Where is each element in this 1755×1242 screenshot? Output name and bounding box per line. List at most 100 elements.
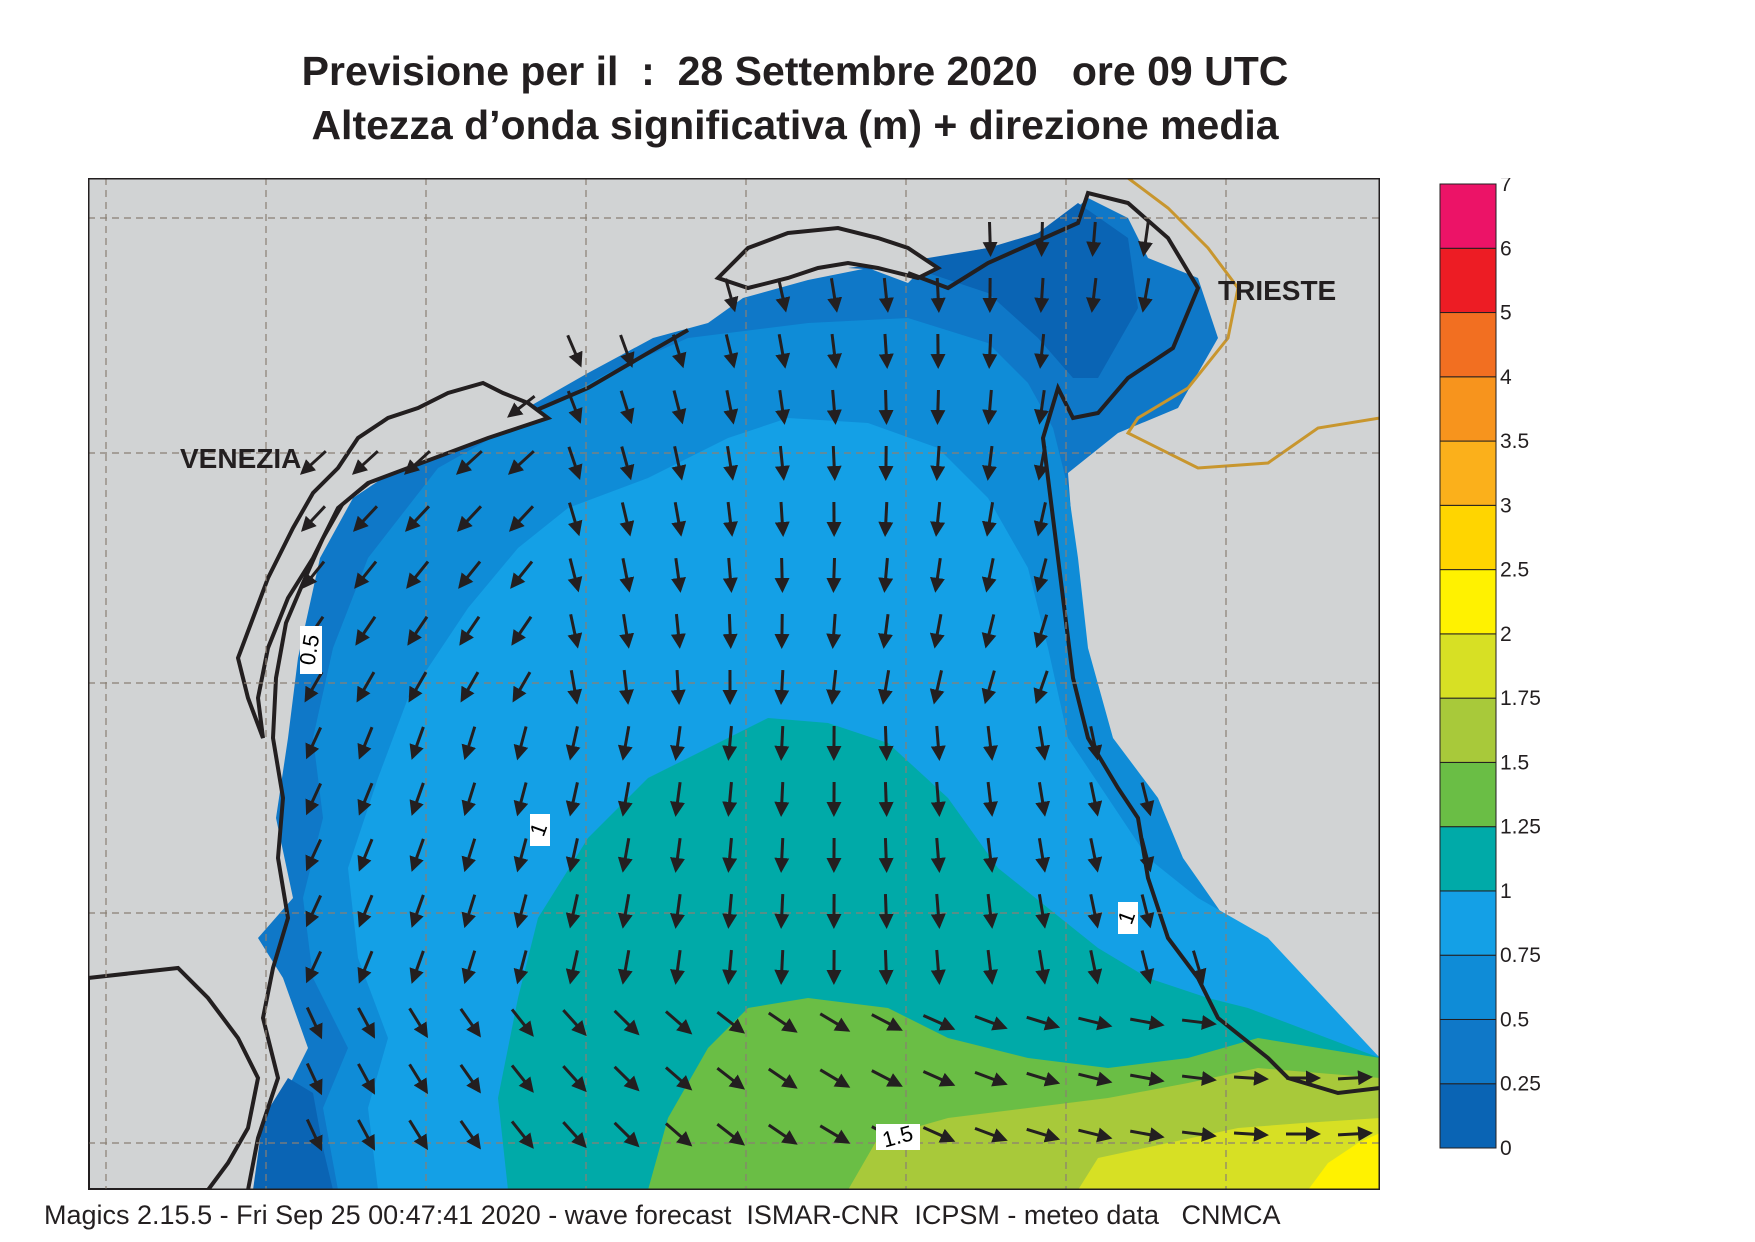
wave-arrow xyxy=(827,277,843,313)
city-label-venezia: VENEZIA xyxy=(180,443,301,474)
wave-arrow xyxy=(408,1063,428,1095)
legend-swatch xyxy=(1439,1083,1497,1149)
wave-arrow xyxy=(722,613,738,649)
wave-arrow xyxy=(403,450,431,475)
contour-label-1-east: 1 xyxy=(1113,902,1140,934)
wave-arrow xyxy=(562,1009,587,1037)
wave-arrow xyxy=(1078,1071,1113,1087)
legend-tick-label: 4 xyxy=(1500,366,1512,389)
wave-arrow xyxy=(974,1070,1008,1087)
wave-arrow xyxy=(357,1119,376,1151)
wave-arrow xyxy=(566,334,583,368)
wave-arrow xyxy=(567,502,583,537)
wave-arrow xyxy=(670,837,685,873)
wave-arrow xyxy=(664,1066,693,1091)
wave-arrow xyxy=(406,560,430,589)
wave-arrow xyxy=(613,1009,640,1036)
wave-arrow xyxy=(619,334,635,368)
wave-arrow xyxy=(930,949,946,985)
wave-arrow xyxy=(774,837,790,873)
wave-arrow xyxy=(1087,894,1103,929)
wave-arrow xyxy=(723,445,739,481)
wave-arrow xyxy=(305,838,323,872)
wave-arrow xyxy=(510,1008,534,1037)
map-frame xyxy=(88,178,1380,1190)
wave-arrow xyxy=(513,782,529,817)
wave-arrow xyxy=(774,445,790,481)
wave-arrow xyxy=(357,950,374,984)
wave-arrow xyxy=(565,726,581,761)
wave-arrow xyxy=(455,450,483,475)
wave-arrow xyxy=(1191,950,1207,985)
wave-arrow xyxy=(565,782,581,817)
wave-arrow xyxy=(871,1013,903,1031)
wave-arrow xyxy=(305,1118,323,1152)
wave-arrow xyxy=(982,389,998,425)
contour-label-1-west: 1 xyxy=(525,814,552,846)
wave-arrow xyxy=(1139,894,1155,929)
wave-arrow xyxy=(1078,1127,1113,1143)
wave-arrow xyxy=(774,893,790,929)
wave-arrow xyxy=(565,838,581,873)
wave-arrow xyxy=(1035,893,1051,929)
wave-arrow xyxy=(513,838,529,873)
wave-arrow xyxy=(981,670,997,705)
wave-arrow xyxy=(775,333,791,369)
wave-arrow xyxy=(871,1069,903,1087)
wave-arrow xyxy=(1035,837,1051,873)
wave-arrow xyxy=(929,613,945,649)
wave-arrow xyxy=(1233,1126,1269,1142)
wave-arrow xyxy=(774,949,790,985)
wave-arrow xyxy=(407,615,429,646)
wave-arrow xyxy=(567,558,583,593)
wave-arrow xyxy=(767,1067,798,1089)
wave-arrow xyxy=(301,505,327,532)
wave-arrow xyxy=(510,1120,534,1149)
wave-arrow xyxy=(461,726,477,761)
wave-arrow xyxy=(878,837,894,873)
wave-arrow xyxy=(1337,1126,1373,1142)
wave-arrow xyxy=(722,725,738,761)
wave-arrow xyxy=(1034,277,1050,313)
wave-arrow xyxy=(1086,277,1101,313)
wave-arrow xyxy=(723,390,739,425)
wave-arrow xyxy=(409,894,425,928)
wave-arrow xyxy=(671,501,687,537)
wave-arrow xyxy=(1087,838,1103,873)
title-line-2: Altezza d’onda significativa (m) + direz… xyxy=(311,102,1279,148)
legend-tick-label: 3 xyxy=(1500,494,1512,517)
wave-arrow xyxy=(930,501,946,537)
wave-arrow xyxy=(507,394,536,418)
legend-tick-label: 6 xyxy=(1500,237,1512,260)
wave-arrow xyxy=(408,1007,428,1039)
contour-label-1.5: 1.5 xyxy=(876,1120,920,1152)
wave-arrow xyxy=(1026,1071,1061,1087)
legend-swatch xyxy=(1439,697,1497,763)
wave-arrow xyxy=(459,1008,481,1038)
wave-arrow xyxy=(930,389,946,425)
wave-arrow xyxy=(405,505,431,532)
wave-arrow xyxy=(567,614,583,649)
wave-arrow xyxy=(826,445,842,481)
wave-arrow xyxy=(302,560,326,589)
wave-arrow xyxy=(305,950,323,984)
wave-arrow xyxy=(1139,782,1155,817)
wave-arrow xyxy=(722,893,738,929)
wave-arrow xyxy=(619,446,635,481)
coastline-po-delta xyxy=(88,965,261,1190)
wave-arrow xyxy=(357,1007,376,1039)
wave-arrow xyxy=(878,333,894,369)
wave-arrow xyxy=(1129,1015,1165,1031)
wave-arrow xyxy=(1087,726,1103,761)
wave-arrow xyxy=(459,1064,481,1094)
wave-arrow xyxy=(974,1014,1008,1031)
wave-arrow xyxy=(930,837,946,873)
wave-arrow xyxy=(1034,221,1050,257)
national-border xyxy=(1125,178,1380,470)
legend-tick-label: 2 xyxy=(1500,623,1512,646)
wave-arrow xyxy=(1087,950,1103,985)
lagoon-islands xyxy=(235,380,553,739)
wave-arrow xyxy=(878,781,894,817)
wave-arrow xyxy=(722,781,738,817)
legend-tick-label: 0.5 xyxy=(1500,1008,1529,1031)
